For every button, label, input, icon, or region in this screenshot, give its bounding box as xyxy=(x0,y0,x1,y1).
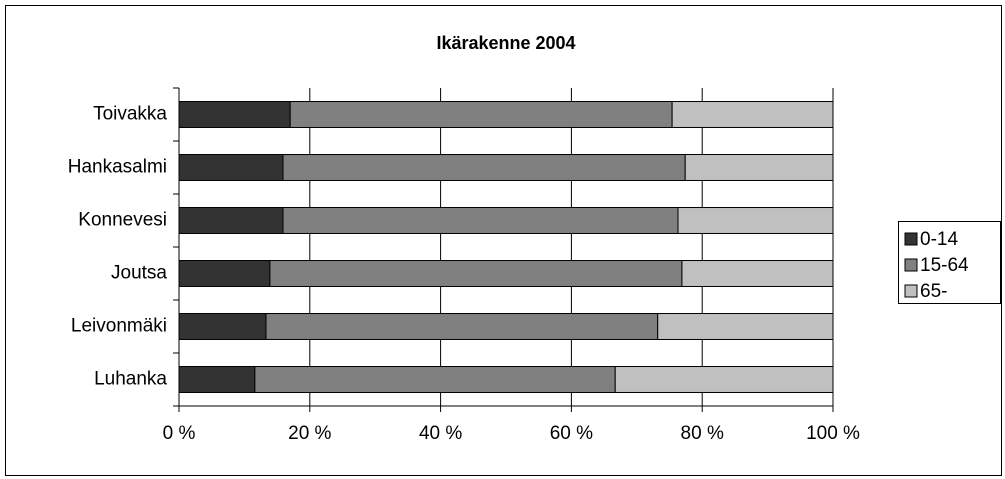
bar-segment xyxy=(178,101,291,128)
x-tick-label: 20 % xyxy=(288,423,331,444)
bar-segment xyxy=(178,154,284,181)
x-tick-label: 80 % xyxy=(681,423,724,444)
bar-segment xyxy=(289,101,673,128)
y-tick-label: Toivakka xyxy=(93,104,167,125)
y-tick-label: Konnevesi xyxy=(78,210,167,231)
bar-segment xyxy=(677,207,834,234)
bar-segment xyxy=(282,154,686,181)
legend-swatch xyxy=(904,232,918,246)
y-tick-label: Leivonmäki xyxy=(71,316,167,337)
chart-title: Ikärakenne 2004 xyxy=(436,33,575,53)
bar-segment xyxy=(178,313,267,340)
x-tick-label: 60 % xyxy=(550,423,593,444)
x-tick-label: 0 % xyxy=(163,423,196,444)
legend-label: 65- xyxy=(920,281,947,302)
legend-swatch xyxy=(904,284,918,298)
x-tick-label: 40 % xyxy=(419,423,462,444)
chart-border xyxy=(5,5,1002,476)
bar-segment xyxy=(178,366,256,393)
y-tick-label: Joutsa xyxy=(111,263,167,284)
legend-label: 15-64 xyxy=(920,255,969,276)
y-tick-label: Hankasalmi xyxy=(68,157,167,178)
y-tick-label: Luhanka xyxy=(94,369,167,390)
bar-segment xyxy=(178,260,271,287)
bar-segment xyxy=(178,207,284,234)
bar-segment xyxy=(269,260,683,287)
bar-segment xyxy=(657,313,834,340)
legend-swatch xyxy=(904,258,918,272)
bar-segment xyxy=(254,366,616,393)
bar-segment xyxy=(265,313,659,340)
bar-segment xyxy=(684,154,834,181)
x-tick-label: 100 % xyxy=(806,423,860,444)
legend-label: 0-14 xyxy=(920,229,958,250)
bar-segment xyxy=(614,366,834,393)
bar-segment xyxy=(681,260,834,287)
bar-segment xyxy=(671,101,834,128)
bar-segment xyxy=(282,207,679,234)
